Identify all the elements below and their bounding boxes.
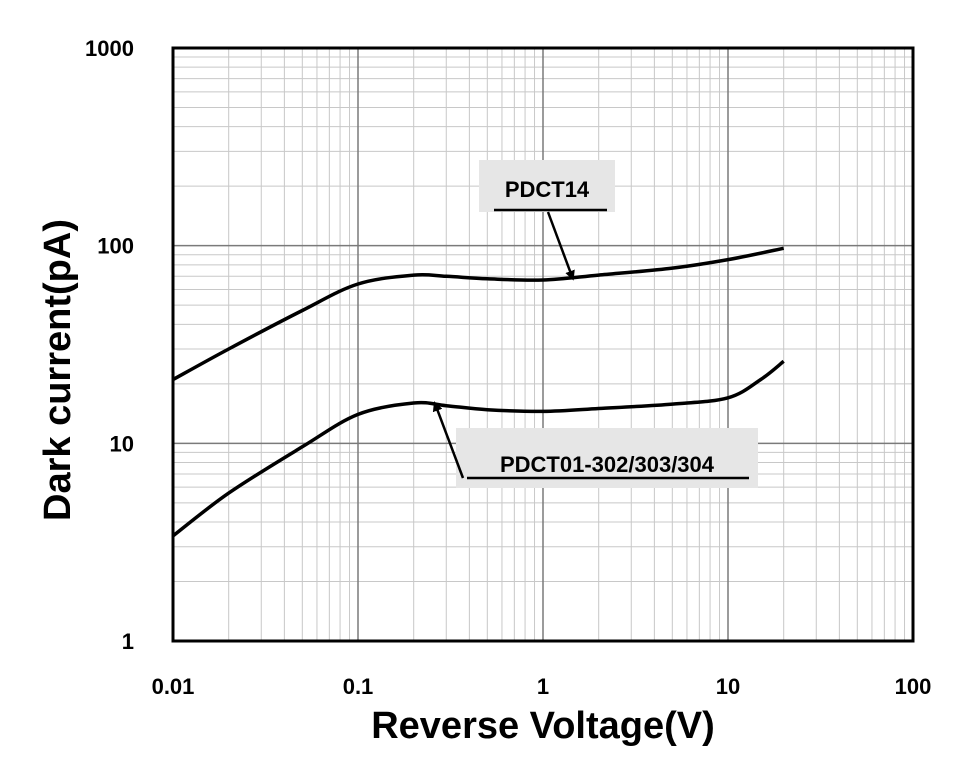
x-tick-labels: 0.01 0.1 1 10 100 — [152, 674, 932, 699]
x-tick-label: 0.01 — [152, 674, 195, 699]
x-tick-label: 1 — [537, 674, 549, 699]
annotation-arrow-pdct14 — [546, 211, 575, 281]
x-axis-title: Reverse Voltage(V) — [371, 705, 715, 747]
annotation-arrow-pdct01-302-303-304 — [432, 401, 465, 479]
y-tick-labels: 1 10 100 1000 — [85, 36, 134, 654]
y-tick-label: 100 — [97, 234, 134, 259]
plot-frame — [171, 46, 915, 643]
x-tick-label: 0.1 — [343, 674, 374, 699]
series-line-pdct14 — [172, 246, 785, 382]
x-tick-label: 10 — [716, 674, 740, 699]
series-lines — [171, 246, 785, 538]
annotation-label-pdct14: PDCT14 — [505, 177, 590, 202]
y-tick-label: 10 — [110, 431, 134, 456]
x-tick-label: 100 — [895, 674, 932, 699]
annotation-box-pdct14 — [479, 160, 615, 212]
annotation-label-pdct01-302-303-304: PDCT01-302/303/304 — [500, 452, 715, 477]
y-tick-label: 1000 — [85, 36, 134, 61]
y-tick-label: 1 — [122, 629, 134, 654]
series-annotations: PDCT14 PDCT01-302/303/304 — [432, 160, 758, 488]
y-axis-title: Dark current(pA) — [37, 219, 79, 521]
series-line-pdct01-302-303-304 — [171, 359, 785, 538]
